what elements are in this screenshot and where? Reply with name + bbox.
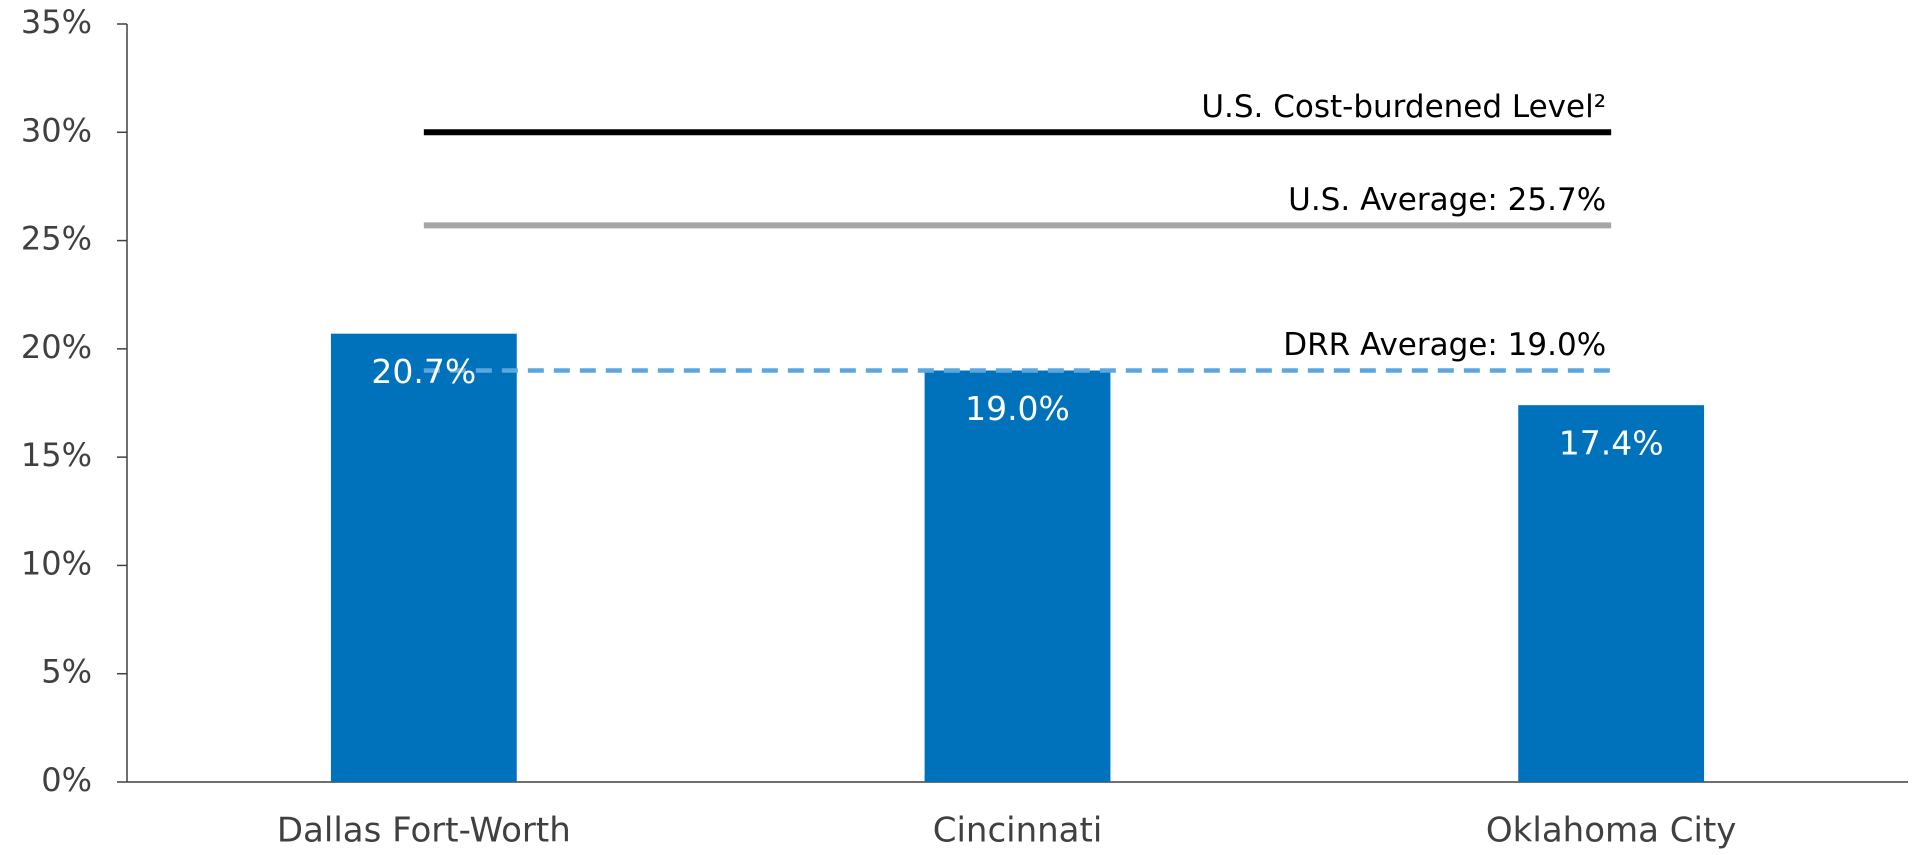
value-label: 17.4%: [1559, 424, 1664, 463]
x-tick-label: Oklahoma City: [1486, 811, 1736, 851]
x-tick-label: Dallas Fort-Worth: [277, 811, 571, 851]
y-tick-label: 25%: [21, 220, 92, 258]
y-tick-label: 35%: [21, 3, 92, 41]
reference-label: U.S. Cost-burdened Level²: [1201, 89, 1606, 125]
x-tick-label: Cincinnati: [933, 811, 1103, 851]
y-tick-label: 15%: [21, 436, 92, 474]
reference-label: DRR Average: 19.0%: [1283, 327, 1606, 363]
y-tick-label: 5%: [41, 653, 92, 691]
reference-label: U.S. Average: 25.7%: [1288, 182, 1606, 218]
value-label: 20.7%: [371, 352, 476, 391]
y-tick-label: 30%: [21, 111, 92, 149]
bar: [1518, 405, 1705, 782]
y-tick-label: 20%: [21, 328, 92, 366]
y-tick-label: 10%: [21, 544, 92, 582]
y-tick-label: 0%: [41, 761, 92, 799]
bar: [924, 370, 1111, 782]
value-label: 19.0%: [965, 389, 1070, 428]
bar: [330, 333, 517, 782]
